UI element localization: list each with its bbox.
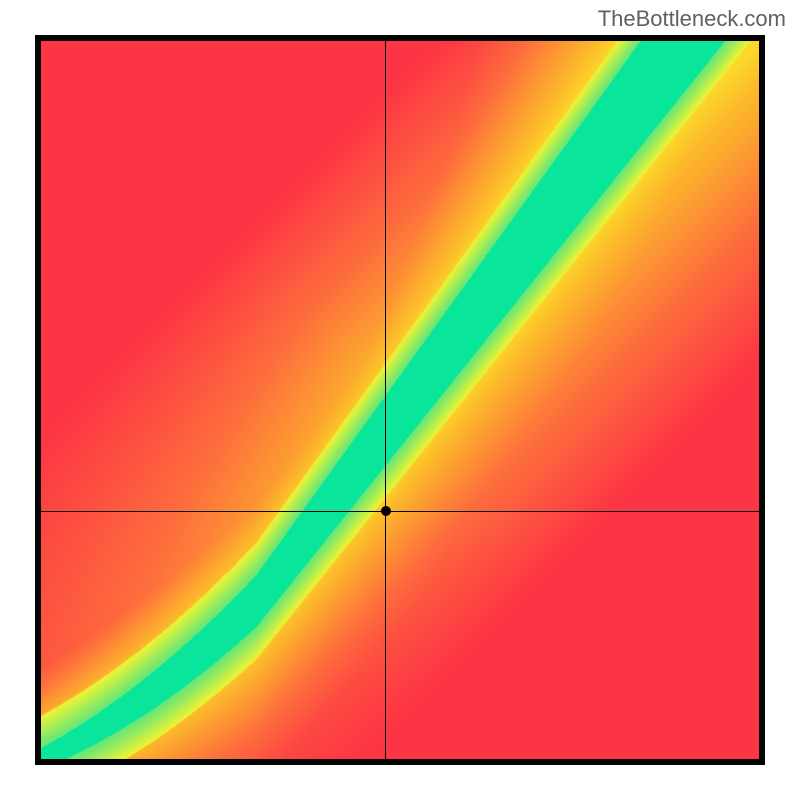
crosshair-vertical [385,41,386,759]
crosshair-horizontal [41,511,759,512]
heatmap-inner [41,41,759,759]
watermark-text: TheBottleneck.com [598,6,786,32]
bottleneck-heatmap [35,35,765,765]
crosshair-marker [381,506,391,516]
heatmap-canvas [41,41,759,759]
